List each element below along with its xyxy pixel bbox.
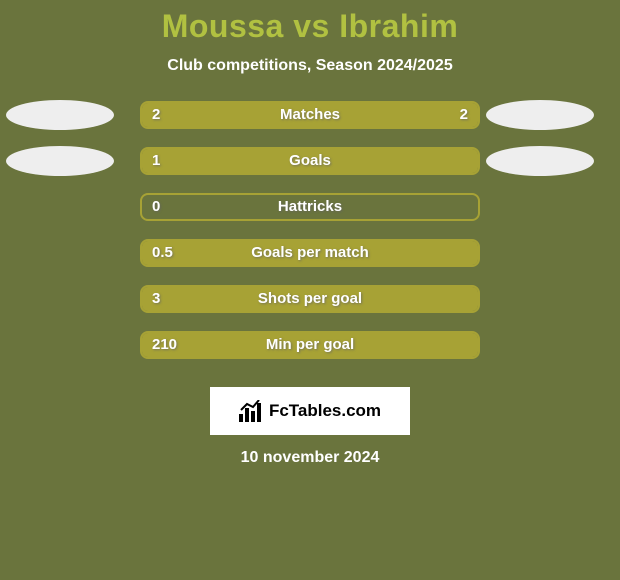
date-text: 10 november 2024 bbox=[0, 449, 620, 467]
stat-bar-left-fill bbox=[142, 241, 478, 265]
stat-row: Shots per goal3 bbox=[0, 285, 620, 331]
stat-bar-left-fill bbox=[142, 287, 478, 311]
stat-bar-right-fill bbox=[310, 103, 478, 127]
player-b-photo-placeholder bbox=[486, 100, 594, 130]
stat-bar-track bbox=[140, 193, 480, 221]
stat-bar-track bbox=[140, 239, 480, 267]
vs-separator: vs bbox=[293, 8, 330, 44]
stat-bar-left-fill bbox=[142, 333, 478, 357]
stat-row: Goals per match0.5 bbox=[0, 239, 620, 285]
stat-row: Hattricks0 bbox=[0, 193, 620, 239]
stat-row: Min per goal210 bbox=[0, 331, 620, 377]
stat-row: Matches22 bbox=[0, 101, 620, 147]
comparison-infographic: Moussa vs Ibrahim Club competitions, Sea… bbox=[0, 0, 620, 580]
page-title: Moussa vs Ibrahim bbox=[0, 0, 620, 45]
branding-box: FcTables.com bbox=[210, 387, 410, 435]
branding-chart-icon bbox=[239, 400, 265, 422]
player-a-photo-placeholder bbox=[6, 100, 114, 130]
player-a-photo-placeholder bbox=[6, 146, 114, 176]
stat-bar-left-fill bbox=[142, 103, 310, 127]
stat-bar-track bbox=[140, 331, 480, 359]
stat-bar-left-fill bbox=[142, 149, 478, 173]
stats-rows: Matches22Goals1Hattricks0Goals per match… bbox=[0, 101, 620, 377]
player-a-name: Moussa bbox=[162, 8, 284, 44]
stat-row: Goals1 bbox=[0, 147, 620, 193]
subtitle: Club competitions, Season 2024/2025 bbox=[0, 57, 620, 75]
stat-bar-track bbox=[140, 101, 480, 129]
stat-bar-track bbox=[140, 147, 480, 175]
branding-text: FcTables.com bbox=[269, 401, 381, 421]
player-b-name: Ibrahim bbox=[339, 8, 458, 44]
player-b-photo-placeholder bbox=[486, 146, 594, 176]
stat-bar-track bbox=[140, 285, 480, 313]
